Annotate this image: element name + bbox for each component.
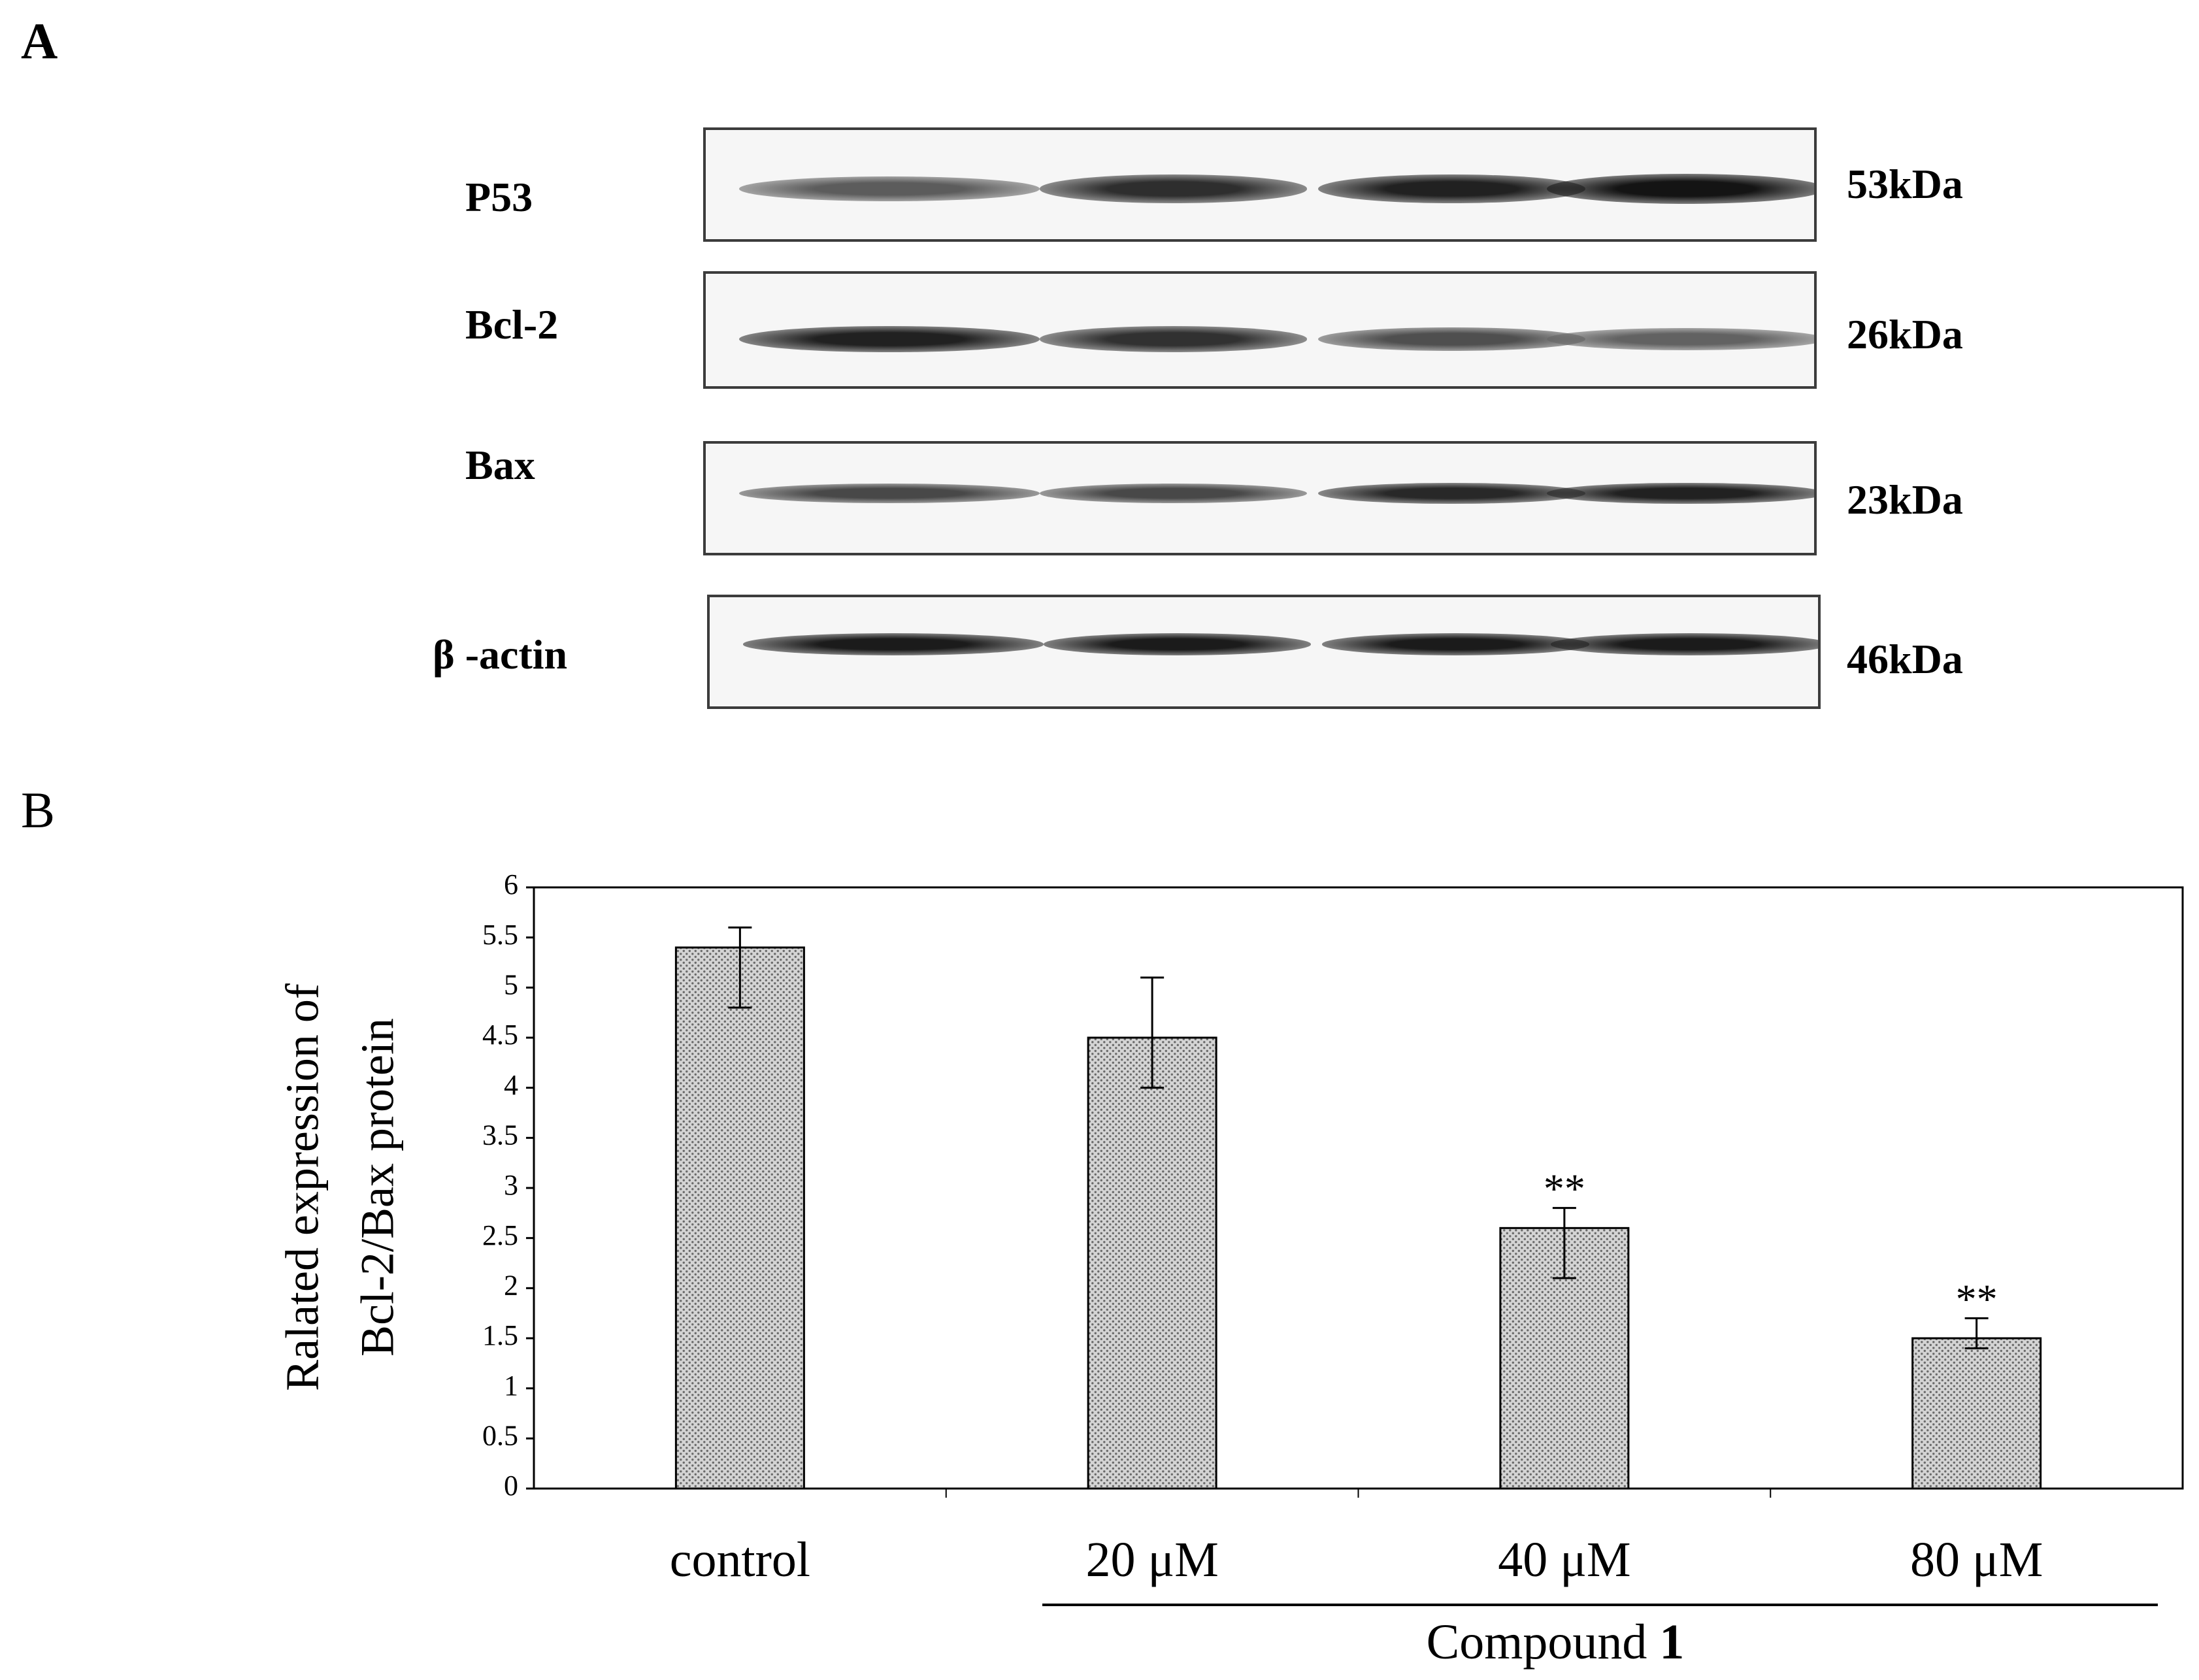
x-tick-labels: control 20 μM 40 μM 80 μM [670,1532,2043,1587]
y-tick-label: 0.5 [482,1419,518,1451]
y-tick-label: 2 [504,1269,518,1301]
blot-band [1318,327,1586,352]
blot-band [1040,174,1308,203]
y-tick-label: 5 [504,968,518,1000]
y-tick-label: 3.5 [482,1119,518,1151]
blot-band [1550,633,1818,655]
molecular-weight-label: 46kDa [1847,636,1963,682]
y-axis-label-line-2: Bcl-2/Bax protein [352,1018,404,1357]
blot-band [1040,484,1308,503]
bars-group [674,946,2042,1490]
y-tick-label: 1 [504,1370,518,1402]
blot-strip [703,271,1817,389]
blot-band [1040,326,1308,352]
y-tick-label: 1.5 [482,1319,518,1351]
y-tick-label: 6 [504,868,518,900]
x-category-label: 80 μM [1910,1532,2043,1587]
y-tick-label: 0 [504,1470,518,1502]
significance-marker: ** [1544,1166,1585,1212]
blot-band [739,176,1040,202]
blot-band [1318,482,1586,504]
molecular-weight-label: 53kDa [1847,161,1963,207]
compound-label-number: 1 [1659,1615,1684,1670]
y-axis: 0 0.5 1 1.5 2 2.5 3 3.5 4 4.5 5 5.5 6 [482,868,534,1502]
bar [1911,1337,2042,1490]
blot-band [739,484,1040,503]
y-axis-label-line-1: Ralated expression of [276,983,329,1391]
protein-label: P53 [465,174,533,220]
x-axis-separators [945,1489,1772,1498]
blot-band [739,325,1040,353]
bar [674,946,805,1490]
protein-label: β -actin [433,631,568,678]
protein-label: Bcl-2 [465,301,559,348]
compound-label-prefix: Compound [1427,1615,1660,1670]
blot-band [1318,174,1586,204]
panel-b-letter: B [21,782,56,838]
compound-group-label: Compound 1 [1427,1615,1685,1670]
molecular-weight-label: 23kDa [1847,476,1963,523]
blot-strip [703,441,1817,555]
blot-band [1546,327,1814,351]
bar-chart: 0 0.5 1 1.5 2 2.5 3 3.5 4 4.5 5 5.5 6 ** ** control 20… [276,868,2184,1670]
error-bars-group [728,926,1989,1349]
molecular-weight-label: 26kDa [1847,311,1963,357]
blot-band [1546,174,1814,204]
significance-marker: ** [1956,1276,1998,1322]
blot-band [743,633,1044,655]
x-category-label: control [670,1532,810,1587]
y-tick-label: 4.5 [482,1019,518,1051]
blot-strip [703,127,1817,242]
blot-strip [707,595,1821,709]
y-tick-label: 4 [504,1069,518,1101]
blot-band [1546,482,1814,504]
blot-band [1322,633,1590,655]
y-tick-label: 3 [504,1169,518,1201]
protein-label: Bax [465,442,535,488]
bar [1087,1036,1217,1490]
panel-a-letter: A [21,12,58,69]
x-category-label: 20 μM [1085,1532,1218,1587]
x-category-label: 40 μM [1498,1532,1630,1587]
y-tick-label: 5.5 [482,919,518,951]
y-tick-label: 2.5 [482,1219,518,1251]
blot-band [1044,633,1312,655]
significance-annotations: ** ** [1544,1166,1998,1323]
